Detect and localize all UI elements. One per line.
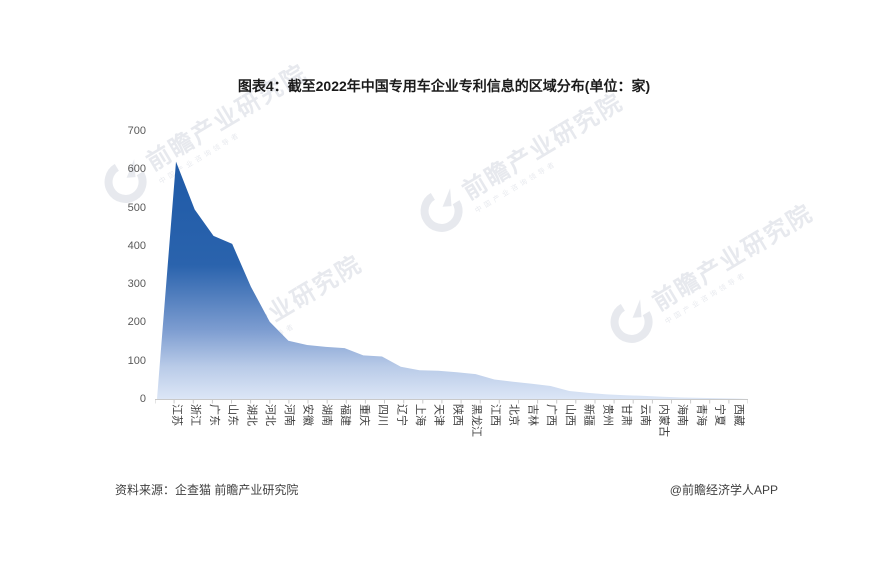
y-axis-label: 700 — [127, 125, 146, 137]
x-axis-label: 贵州 — [601, 404, 614, 426]
y-axis-label: 100 — [127, 354, 146, 367]
y-axis-label: 600 — [127, 163, 146, 176]
x-axis-label: 上海 — [413, 404, 426, 426]
source-note: 资料来源：企查猫 前瞻产业研究院 — [115, 483, 299, 497]
y-axis-label: 200 — [127, 316, 146, 329]
x-axis-label: 福建 — [339, 404, 352, 426]
plot-area — [154, 131, 749, 405]
x-axis-label: 天津 — [432, 404, 445, 426]
x-axis-label: 海南 — [676, 404, 689, 426]
chart-title: 图表4：截至2022年中国专用车企业专利信息的区域分布(单位：家) — [237, 78, 651, 94]
x-axis-label: 北京 — [507, 404, 520, 426]
area-chart-svg — [154, 161, 749, 404]
x-axis-label: 云南 — [638, 404, 651, 426]
x-axis-label: 内蒙古 — [657, 404, 670, 437]
y-axis-label: 0 — [139, 393, 146, 405]
x-axis-label: 广东 — [207, 404, 220, 426]
x-axis-label: 陕西 — [451, 404, 464, 426]
x-axis-label: 河北 — [264, 404, 277, 426]
x-axis-label: 江苏 — [170, 404, 183, 426]
area-series — [157, 161, 748, 399]
x-axis-label: 山东 — [226, 404, 239, 426]
x-axis-label: 广西 — [545, 404, 558, 426]
x-axis-label: 新疆 — [582, 404, 595, 426]
x-axis-label: 西藏 — [732, 404, 745, 426]
y-axis-label: 300 — [127, 278, 146, 291]
credit-note: @前瞻经济学人APP — [669, 483, 778, 497]
x-axis-label: 吉林 — [526, 404, 539, 426]
x-axis-label: 甘肃 — [620, 404, 633, 426]
y-axis-label: 400 — [127, 239, 146, 252]
x-axis-label: 辽宁 — [395, 404, 408, 426]
y-axis-label: 500 — [127, 201, 146, 214]
x-axis-label: 四川 — [376, 404, 389, 426]
x-axis-label: 安徽 — [301, 404, 314, 426]
x-axis-label: 江西 — [488, 404, 501, 426]
x-axis-label: 湖北 — [245, 404, 258, 426]
x-axis-label: 黑龙江 — [470, 404, 483, 437]
tick-marks — [154, 399, 749, 404]
x-axis-label: 重庆 — [357, 404, 370, 426]
x-axis-label: 湖南 — [320, 404, 333, 426]
x-axis-label: 青海 — [694, 404, 707, 426]
x-axis-label: 宁夏 — [713, 404, 726, 426]
x-axis-label: 浙江 — [189, 404, 202, 426]
x-axis-label: 河南 — [282, 404, 295, 426]
x-axis-label: 山西 — [563, 404, 576, 426]
